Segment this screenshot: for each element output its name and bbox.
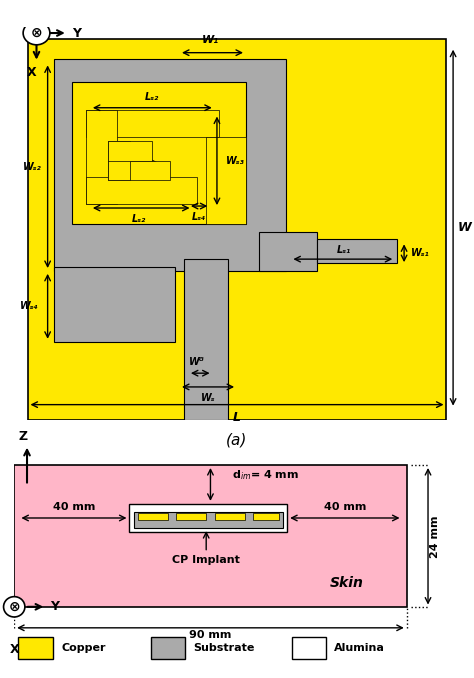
Text: W: W <box>457 221 471 234</box>
FancyBboxPatch shape <box>206 137 246 224</box>
Text: 90 mm: 90 mm <box>189 630 232 640</box>
FancyBboxPatch shape <box>108 141 130 180</box>
Text: 40 mm: 40 mm <box>324 502 366 512</box>
FancyBboxPatch shape <box>151 637 185 659</box>
FancyBboxPatch shape <box>85 110 219 137</box>
Text: 40 mm: 40 mm <box>53 502 95 512</box>
Text: Skin: Skin <box>330 576 364 590</box>
FancyBboxPatch shape <box>129 504 287 532</box>
FancyBboxPatch shape <box>14 465 407 607</box>
FancyBboxPatch shape <box>85 176 197 204</box>
Circle shape <box>23 21 50 45</box>
Text: X: X <box>9 643 19 656</box>
Text: (a): (a) <box>226 432 248 447</box>
FancyBboxPatch shape <box>72 82 246 224</box>
Text: W₁: W₁ <box>202 35 219 45</box>
Text: Lₛ₂: Lₛ₂ <box>145 92 159 102</box>
FancyBboxPatch shape <box>108 161 170 180</box>
Text: ⊗: ⊗ <box>31 26 42 40</box>
Text: Lₛ₃: Lₛ₃ <box>125 147 139 157</box>
Text: X: X <box>27 66 37 79</box>
Text: Y: Y <box>72 26 81 39</box>
Text: 24 mm: 24 mm <box>430 515 440 557</box>
Text: Wₛ₃: Wₛ₃ <box>226 156 245 166</box>
FancyBboxPatch shape <box>176 513 206 520</box>
FancyBboxPatch shape <box>108 141 152 161</box>
FancyBboxPatch shape <box>55 267 174 342</box>
FancyBboxPatch shape <box>183 259 228 420</box>
Text: Lₛ₁: Lₛ₁ <box>337 245 351 255</box>
FancyBboxPatch shape <box>317 239 397 263</box>
Text: CP Implant: CP Implant <box>172 555 240 565</box>
Circle shape <box>3 597 25 617</box>
Text: Lₛ₄: Lₛ₄ <box>192 212 206 222</box>
FancyBboxPatch shape <box>138 513 168 520</box>
Text: ⊗: ⊗ <box>9 600 20 614</box>
FancyBboxPatch shape <box>55 58 286 271</box>
Text: Copper: Copper <box>61 643 106 653</box>
FancyBboxPatch shape <box>215 513 245 520</box>
FancyBboxPatch shape <box>253 513 279 520</box>
Text: Lₛ₂: Lₛ₂ <box>132 214 146 224</box>
FancyBboxPatch shape <box>134 512 283 528</box>
FancyBboxPatch shape <box>27 39 447 420</box>
Text: d$_{im}$= 4 mm: d$_{im}$= 4 mm <box>232 468 299 482</box>
Text: Wₛ: Wₛ <box>201 393 215 403</box>
Text: Wₛ₄: Wₛ₄ <box>20 301 39 311</box>
FancyBboxPatch shape <box>18 637 53 659</box>
FancyBboxPatch shape <box>85 110 117 204</box>
Text: Wᴳ: Wᴳ <box>189 357 205 367</box>
Text: L: L <box>233 410 241 424</box>
Text: Z: Z <box>18 430 27 443</box>
Text: Y: Y <box>50 600 59 614</box>
FancyBboxPatch shape <box>259 232 317 271</box>
Text: Wₛ₁: Wₛ₁ <box>411 248 429 258</box>
Text: Substrate: Substrate <box>193 643 255 653</box>
Text: Wₛ₂: Wₛ₂ <box>23 162 42 172</box>
Text: Alumina: Alumina <box>334 643 385 653</box>
FancyBboxPatch shape <box>292 637 326 659</box>
